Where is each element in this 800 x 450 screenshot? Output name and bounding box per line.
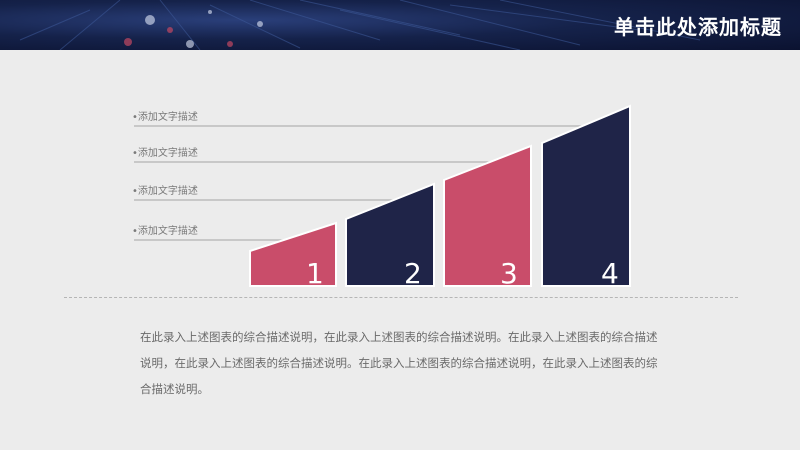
step-bar-4: 4 <box>541 104 631 290</box>
page-title: 单击此处添加标题 <box>614 15 782 39</box>
step-label-text-4: •添加文字描述 <box>132 110 198 123</box>
step-bar-3: 3 <box>443 144 532 290</box>
banner-background-art <box>19 0 701 50</box>
step-label-2: •添加文字描述 <box>132 184 423 203</box>
step-number-4: 4 <box>601 257 619 290</box>
step-label-text-1: •添加文字描述 <box>132 224 198 237</box>
section-divider <box>64 297 738 298</box>
step-label-text-2: •添加文字描述 <box>132 184 198 197</box>
step-label-3: •添加文字描述 <box>132 146 519 165</box>
description-text: 在此录入上述图表的综合描述说明，在此录入上述图表的综合描述说明。在此录入上述图表… <box>140 330 658 396</box>
step-label-4: •添加文字描述 <box>132 110 621 129</box>
step-number-3: 3 <box>500 257 518 290</box>
header-banner: 单击此处添加标题 <box>0 0 800 50</box>
step-label-text-3: •添加文字描述 <box>132 146 198 159</box>
step-bar-1: 1 <box>249 221 337 290</box>
step-number-1: 1 <box>306 257 324 290</box>
step-bar-2: 2 <box>345 182 435 290</box>
step-number-2: 2 <box>404 257 422 290</box>
